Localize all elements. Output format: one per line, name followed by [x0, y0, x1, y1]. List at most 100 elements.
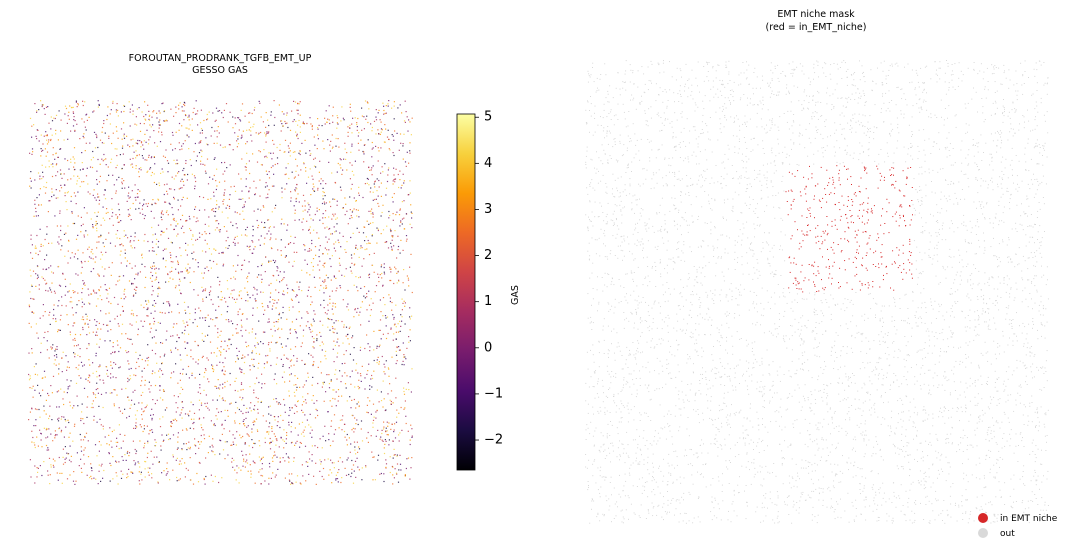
- point: [358, 132, 360, 134]
- point: [316, 409, 318, 412]
- point: [349, 266, 351, 268]
- point: [249, 249, 251, 251]
- point: [40, 155, 42, 157]
- point: [114, 318, 116, 320]
- point: [618, 493, 620, 495]
- point: [116, 394, 118, 396]
- point: [186, 135, 188, 137]
- point: [398, 149, 400, 151]
- point: [989, 298, 991, 300]
- point: [236, 235, 238, 237]
- point: [111, 198, 113, 200]
- point: [258, 320, 260, 322]
- point: [72, 112, 75, 114]
- point: [673, 261, 675, 263]
- point: [257, 412, 259, 414]
- point: [343, 430, 346, 433]
- point: [177, 209, 179, 211]
- point: [172, 419, 174, 421]
- point: [306, 220, 308, 222]
- point: [410, 391, 412, 393]
- point: [98, 441, 100, 443]
- point: [362, 232, 365, 234]
- point: [280, 120, 283, 122]
- point: [862, 410, 864, 412]
- point: [60, 225, 62, 227]
- point: [811, 519, 813, 521]
- point: [332, 302, 334, 304]
- point: [69, 474, 71, 476]
- point: [149, 429, 151, 431]
- point: [114, 148, 116, 150]
- point: [231, 289, 233, 292]
- point: [186, 269, 188, 271]
- point: [647, 327, 649, 329]
- point: [34, 179, 36, 181]
- point: [175, 363, 177, 365]
- point: [116, 130, 118, 132]
- point: [74, 195, 77, 197]
- point: [238, 198, 240, 200]
- point: [235, 301, 237, 303]
- point: [50, 346, 52, 348]
- point: [102, 477, 104, 479]
- point: [192, 404, 194, 406]
- point: [245, 166, 247, 168]
- point: [72, 156, 74, 158]
- point: [178, 171, 180, 173]
- point: [396, 360, 398, 362]
- point: [281, 197, 283, 199]
- point: [354, 117, 356, 119]
- point: [403, 300, 405, 302]
- point: [294, 444, 296, 446]
- point: [199, 132, 201, 134]
- point: [112, 174, 114, 176]
- point: [57, 197, 59, 199]
- point: [161, 131, 163, 133]
- point: [138, 402, 140, 404]
- point: [782, 219, 784, 221]
- point: [279, 149, 281, 151]
- point: [339, 285, 341, 287]
- point: [101, 266, 103, 268]
- point: [1027, 500, 1029, 502]
- point: [97, 158, 99, 161]
- point: [271, 430, 273, 432]
- point: [761, 75, 763, 77]
- point: [225, 207, 227, 209]
- point: [192, 235, 194, 237]
- point: [37, 384, 39, 386]
- point: [29, 291, 31, 293]
- point: [189, 410, 191, 412]
- point: [379, 344, 381, 346]
- point: [407, 430, 409, 432]
- point: [207, 378, 209, 380]
- point: [69, 385, 71, 387]
- point: [328, 119, 330, 121]
- point: [35, 247, 37, 249]
- point: [350, 383, 352, 385]
- point: [646, 223, 648, 225]
- point: [376, 359, 378, 361]
- point: [95, 334, 97, 336]
- point: [144, 442, 146, 444]
- point: [272, 460, 274, 462]
- point: [266, 185, 268, 187]
- point: [78, 364, 80, 366]
- point: [37, 276, 39, 278]
- point: [327, 317, 329, 319]
- point: [48, 357, 50, 359]
- point: [347, 303, 349, 305]
- point: [73, 345, 75, 347]
- point: [106, 289, 108, 291]
- point: [266, 431, 268, 433]
- point: [663, 519, 664, 521]
- point: [93, 189, 95, 191]
- point: [390, 271, 392, 273]
- point: [310, 262, 313, 264]
- point: [397, 331, 400, 333]
- point: [86, 119, 88, 121]
- point: [30, 476, 32, 478]
- point: [185, 127, 187, 129]
- point: [193, 421, 195, 424]
